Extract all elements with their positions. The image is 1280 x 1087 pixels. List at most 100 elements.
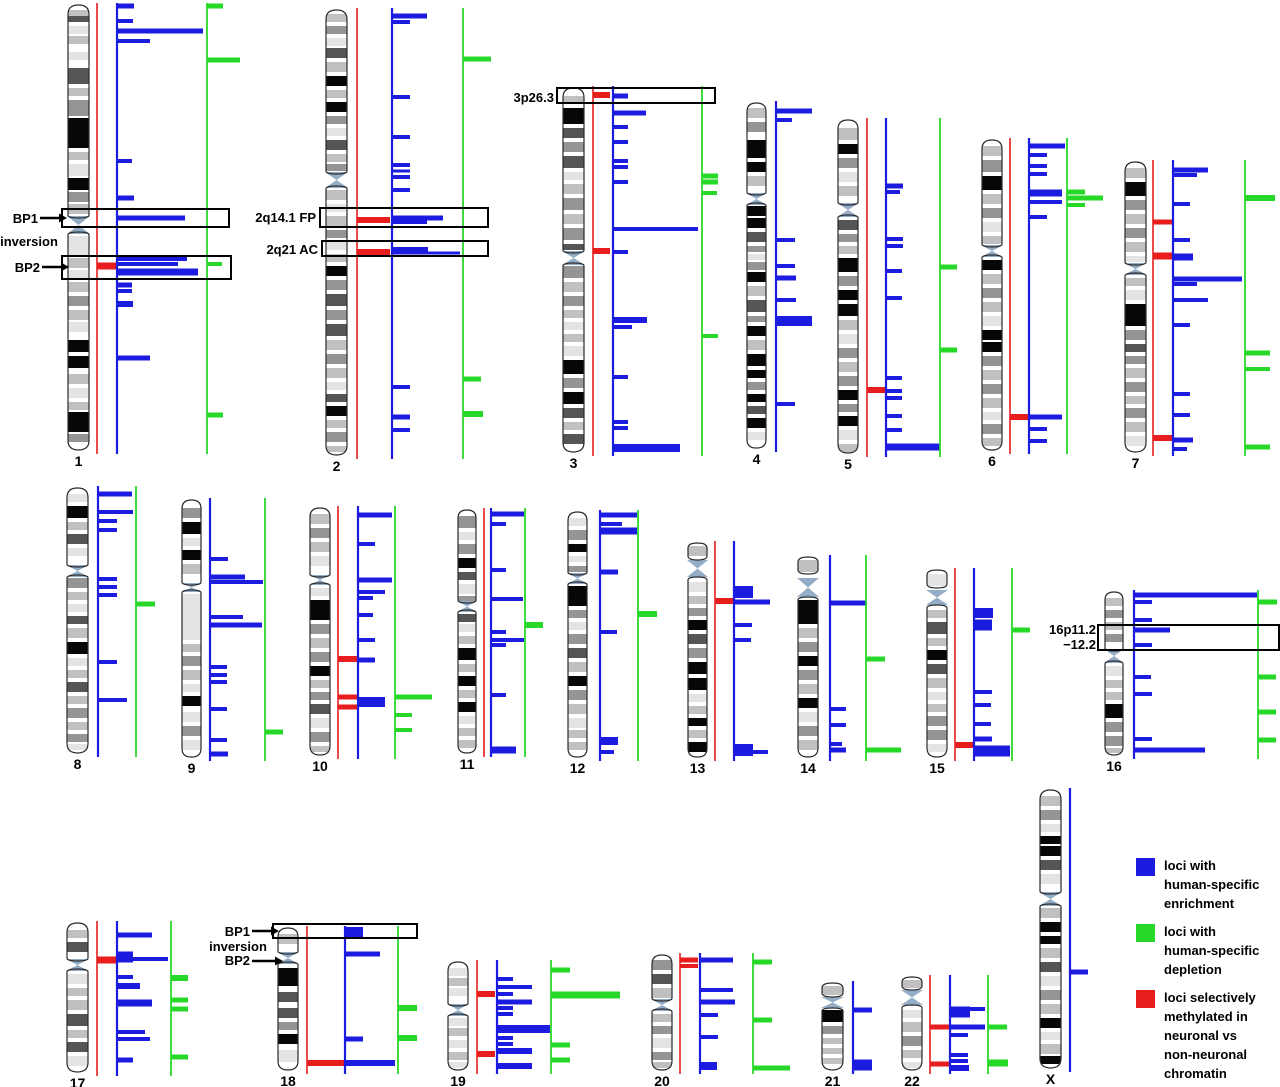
enrichment-bar	[491, 568, 506, 572]
methylation-bar	[867, 387, 886, 393]
enrichment-bar	[830, 742, 842, 746]
depletion-bar	[702, 179, 718, 185]
cytogenetic-band	[902, 980, 922, 988]
cytogenetic-band	[838, 376, 858, 386]
cytogenetic-band	[563, 360, 584, 374]
cytogenetic-band	[182, 696, 201, 706]
cytogenetic-band	[326, 382, 347, 390]
methylation-bar	[97, 956, 117, 964]
depletion-bar	[395, 713, 412, 717]
cytogenetic-band	[747, 162, 766, 172]
centromere	[687, 568, 708, 577]
enrichment-bar	[1173, 253, 1193, 261]
enrichment-bar	[830, 600, 867, 606]
cytogenetic-band	[838, 258, 858, 272]
enrichment-bar	[613, 325, 632, 329]
enrichment-bar	[600, 630, 617, 634]
depletion-bar	[988, 1024, 1007, 1030]
cytogenetic-band	[310, 556, 330, 566]
cytogenetic-band	[458, 572, 476, 580]
chromosome-3: 3	[562, 87, 585, 471]
chromosome-12: 12	[567, 511, 588, 776]
methylation-bar	[680, 964, 698, 968]
cytogenetic-band	[982, 316, 1002, 326]
depletion-bar	[866, 747, 901, 753]
enrichment-bar	[886, 396, 902, 400]
cytogenetic-band	[747, 206, 766, 216]
chromosome-1: 1	[67, 4, 90, 469]
cytogenetic-band	[1125, 422, 1146, 432]
enrichment-bar	[392, 385, 410, 389]
enrichment-bar	[98, 491, 132, 497]
centromere	[901, 997, 923, 1005]
cytogenetic-band	[67, 734, 88, 742]
cytogenetic-band	[310, 542, 330, 552]
cytogenetic-band	[568, 530, 587, 540]
cytogenetic-band	[838, 444, 858, 452]
enrichment-bar	[491, 643, 506, 647]
chromosome-13: 13	[687, 542, 708, 776]
chromosome-6-label: 6	[988, 453, 996, 469]
cytogenetic-band	[838, 144, 858, 154]
legend-label-methylation: loci selectively methylated in neuronal …	[1164, 990, 1256, 1081]
enrichment-bar	[600, 737, 618, 745]
cytogenetic-band	[563, 392, 584, 404]
cytogenetic-band	[563, 346, 584, 356]
chromosome-2-ideogram	[325, 9, 348, 175]
enrichment-bar	[613, 165, 628, 169]
chromosome-21-ideogram	[821, 982, 844, 998]
cytogenetic-band	[326, 354, 347, 364]
cytogenetic-band	[67, 708, 88, 718]
cytogenetic-band	[838, 158, 858, 168]
enrichment-bar	[392, 251, 460, 255]
enrichment-bar	[117, 355, 150, 361]
cytogenetic-band	[278, 968, 298, 986]
enrichment-bar	[392, 20, 410, 24]
cytogenetic-band	[310, 600, 330, 620]
enrichment-bar	[117, 3, 134, 9]
enrichment-bar	[1173, 447, 1187, 451]
chromosome-9-ideogram	[181, 589, 202, 758]
cytogenetic-band	[747, 382, 766, 390]
enrichment-bar	[950, 1059, 968, 1063]
cytogenetic-band	[278, 1050, 298, 1062]
cytogenetic-band	[68, 118, 89, 148]
cytogenetic-band	[688, 596, 707, 604]
enrichment-bar	[1173, 437, 1193, 443]
cytogenetic-band	[67, 974, 88, 984]
cytogenetic-band	[1125, 408, 1146, 418]
enrichment-bar	[98, 577, 117, 581]
enrichment-bar	[776, 402, 795, 406]
centromere	[821, 997, 844, 1003]
cytogenetic-band	[927, 730, 947, 740]
cytogenetic-band	[747, 232, 766, 242]
cytogenetic-band	[448, 1018, 468, 1026]
enrichment-bar	[98, 698, 127, 702]
chromosome-22: 22	[901, 976, 923, 1087]
cytogenetic-band	[798, 670, 818, 680]
chromosome-19-label: 19	[450, 1073, 466, 1087]
cytogenetic-band	[448, 978, 468, 986]
cytogenetic-band	[458, 648, 476, 660]
depletion-bar	[525, 622, 543, 628]
cytogenetic-band	[1040, 908, 1061, 918]
cytogenetic-band	[310, 588, 330, 596]
cytogenetic-band	[68, 178, 89, 190]
enrichment-bar	[613, 444, 680, 452]
chromosome-4-ideogram	[746, 202, 767, 449]
cytogenetic-band	[982, 370, 1002, 380]
enrichment-bar	[613, 93, 628, 99]
cytogenetic-band	[798, 642, 818, 652]
enrichment-bar	[358, 512, 392, 518]
cytogenetic-band	[927, 638, 947, 646]
cytogenetic-band	[448, 1028, 468, 1036]
cytogenetic-band	[326, 280, 347, 290]
enrichment-bar	[974, 703, 991, 707]
enrichment-bar	[491, 597, 523, 601]
enrichment-bar	[600, 750, 614, 754]
chromosome-21-label: 21	[825, 1073, 841, 1087]
cytogenetic-band	[68, 356, 89, 368]
chromosome-16-label: 16	[1106, 758, 1122, 774]
enrichment-bar	[358, 590, 385, 594]
annotation-label: BP1	[13, 211, 38, 226]
